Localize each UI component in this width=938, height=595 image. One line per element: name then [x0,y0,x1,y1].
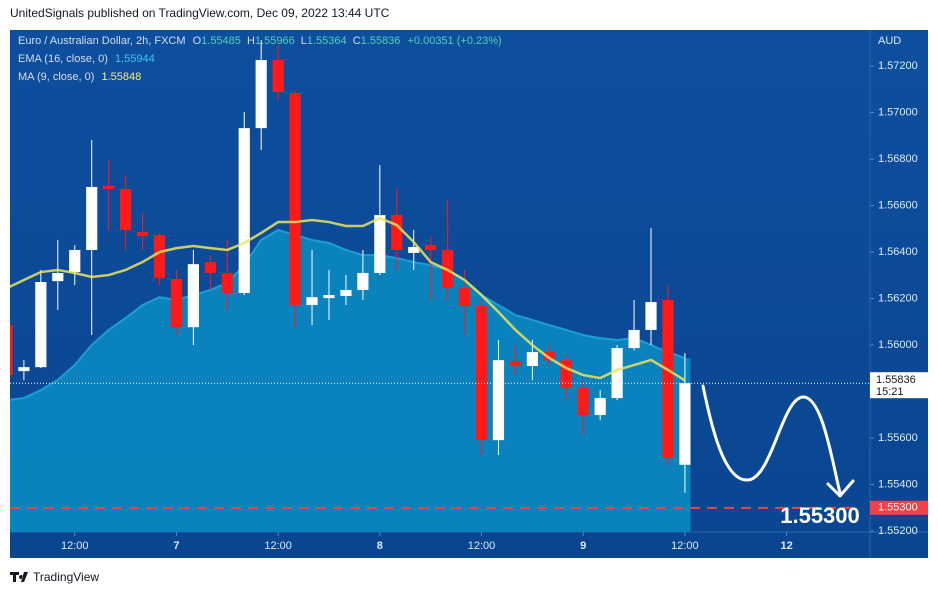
symbol-legend: Euro / Australian Dollar, 2h, FXCM O1.55… [18,35,502,47]
candle-body [238,128,250,293]
y-tick-label: 1.55600 [878,432,918,444]
x-tick-label: 7 [173,540,179,552]
candle-body [103,186,115,190]
candle-body [86,186,98,250]
candle-body [170,279,183,328]
candle-body [594,398,606,416]
ma-value: 1.55848 [101,71,141,83]
forecast-arrow [701,384,842,495]
close-label: C [353,35,361,47]
candle-body [645,302,657,330]
currency: AUD [878,35,901,47]
change: +0.00351 (+0.23%) [407,35,501,47]
footer-logo [10,572,28,582]
candle-body [18,367,30,372]
candle-body [543,352,555,361]
y-tick-label: 1.56200 [878,292,918,304]
candle-body [204,262,216,273]
candle-body [306,297,318,306]
x-tick-label: 12:00 [61,540,89,552]
open-label: O [193,35,202,47]
y-tick-label: 1.56400 [878,246,918,258]
y-tick-label: 1.55200 [878,525,918,537]
candle-body [136,232,149,237]
candle-body [357,272,369,290]
candle-body [560,360,572,389]
candle-body [611,348,623,399]
low-label: L [301,35,307,47]
candle-body [10,325,13,376]
ema-name: EMA (16, close, 0) [18,53,108,65]
x-tick-label: 12:00 [468,540,496,552]
ma-legend: MA (9, close, 0) 1.55848 [18,71,141,83]
y-tick-label: 1.55400 [878,478,918,490]
candle-body [425,245,437,250]
ema-legend: EMA (16, close, 0) 1.55944 [18,53,155,65]
candle-body [492,360,505,441]
axes: 1.552001.554001.556001.558001.560001.562… [61,60,928,552]
candle-body [69,249,81,273]
high-label: H [247,35,255,47]
plot-area [10,39,870,532]
candle-body [323,295,335,299]
high-value: 1.55966 [255,35,295,47]
x-tick-label: 9 [580,540,586,552]
ema-line [10,228,686,401]
candle-body [153,235,166,279]
candle-body [221,272,233,293]
candle-body [526,352,538,366]
footer-brand: TradingView [33,570,99,584]
y-tick-label: 1.56800 [878,153,918,165]
publish-header: UnitedSignals published on TradingView.c… [10,6,390,20]
candle-body [679,383,691,465]
x-tick-label: 12 [780,540,792,552]
candle-body [35,282,47,368]
candle-body [289,93,301,306]
target-tag-label: 1.55300 [878,502,918,514]
candle-body [255,59,267,129]
target-annotation: 1.55300 [780,503,860,528]
countdown-label: 15:21 [876,386,904,398]
candle-body [628,329,640,349]
arrow-head [826,479,855,498]
candle-body [52,272,64,282]
low-value: 1.55364 [307,35,347,47]
candle-body [272,59,284,93]
candle-body [120,189,132,230]
y-tick-label: 1.56000 [878,339,918,351]
ema-value: 1.55944 [115,53,155,65]
y-tick-label: 1.56600 [878,199,918,211]
ma-line [10,216,686,382]
candle-body [374,215,386,273]
x-tick-label: 12:00 [264,540,292,552]
candle-body [662,299,674,459]
candle-body [187,264,199,328]
ma-name: MA (9, close, 0) [18,71,94,83]
last-price-tag [870,372,928,399]
candle-body [458,288,471,306]
x-tick-label: 12:00 [671,540,699,552]
candle-body [509,361,522,366]
x-tick-label: 8 [377,540,383,552]
target-tag [870,500,928,515]
candle-body [475,305,488,441]
candle-body [408,246,420,253]
open-value: 1.55485 [201,35,241,47]
last-price-label: 1.55836 [876,374,916,386]
y-tick-label: 1.57000 [878,106,918,118]
candle-body [577,388,589,416]
symbol: Euro / Australian Dollar, 2h, FXCM [18,35,186,47]
candle-body [340,289,352,296]
candle-body [391,215,403,250]
close-value: 1.55836 [361,35,401,47]
y-tick-label: 1.57200 [878,60,918,72]
